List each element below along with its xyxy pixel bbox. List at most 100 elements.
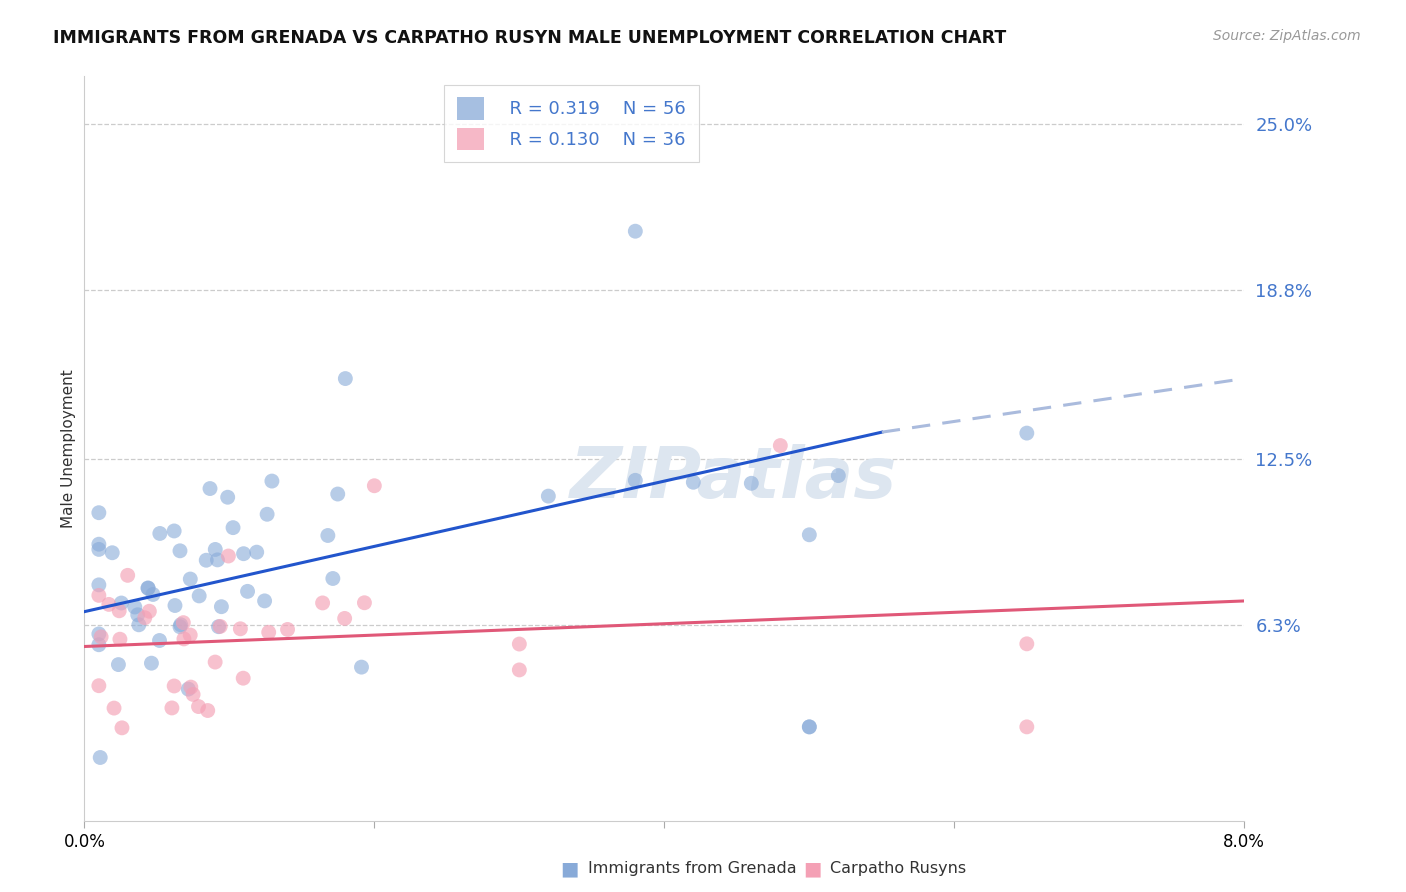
Text: Immigrants from Grenada: Immigrants from Grenada — [588, 862, 796, 876]
Point — [187, 699, 209, 714]
Point — [256, 508, 278, 522]
Point — [169, 620, 191, 634]
Point — [124, 599, 146, 614]
Point — [204, 542, 226, 557]
Point — [209, 619, 232, 633]
Point — [311, 596, 333, 610]
Point — [350, 660, 373, 674]
Point — [108, 604, 131, 618]
Point — [89, 750, 111, 764]
Point — [87, 627, 110, 641]
Point — [260, 474, 283, 488]
Point — [508, 663, 530, 677]
Point — [128, 617, 150, 632]
Point — [1015, 637, 1038, 651]
Point — [160, 701, 183, 715]
Point — [799, 720, 821, 734]
Point — [257, 625, 280, 640]
Point — [537, 489, 560, 503]
Point — [624, 224, 647, 238]
Point — [217, 490, 239, 504]
Point — [322, 572, 344, 586]
Point — [799, 528, 821, 542]
Point — [179, 628, 201, 642]
Point — [769, 438, 792, 452]
Point — [87, 588, 110, 602]
Point — [87, 537, 110, 551]
Point — [353, 596, 375, 610]
Point — [142, 587, 165, 601]
Point — [316, 528, 339, 542]
Point — [173, 632, 195, 646]
Point — [195, 553, 218, 567]
Point — [188, 589, 211, 603]
Point — [138, 604, 160, 618]
Text: Carpatho Rusyns: Carpatho Rusyns — [830, 862, 966, 876]
Point — [740, 476, 762, 491]
Point — [508, 637, 530, 651]
Point — [232, 547, 254, 561]
Point — [1015, 426, 1038, 441]
Point — [87, 679, 110, 693]
Point — [217, 549, 239, 563]
Point — [232, 671, 254, 685]
Text: IMMIGRANTS FROM GRENADA VS CARPATHO RUSYN MALE UNEMPLOYMENT CORRELATION CHART: IMMIGRANTS FROM GRENADA VS CARPATHO RUSY… — [53, 29, 1007, 46]
Text: ZIPatlas: ZIPatlas — [571, 443, 897, 513]
Point — [253, 594, 276, 608]
Point — [97, 598, 120, 612]
Point — [198, 482, 221, 496]
Point — [117, 568, 139, 582]
Text: Source: ZipAtlas.com: Source: ZipAtlas.com — [1213, 29, 1361, 43]
Point — [149, 526, 172, 541]
Point — [87, 542, 110, 557]
Point — [110, 596, 132, 610]
Point — [363, 479, 385, 493]
Point — [229, 622, 252, 636]
Point — [207, 620, 229, 634]
Legend:   R = 0.319    N = 56,   R = 0.130    N = 36: R = 0.319 N = 56, R = 0.130 N = 36 — [444, 85, 699, 162]
Point — [134, 611, 156, 625]
Point — [87, 638, 110, 652]
Point — [163, 524, 186, 538]
Point — [87, 506, 110, 520]
Point — [180, 680, 202, 694]
Point — [136, 581, 159, 595]
Point — [170, 617, 193, 632]
Point — [827, 468, 849, 483]
Point — [141, 656, 163, 670]
Point — [333, 611, 356, 625]
Point — [181, 688, 204, 702]
Point — [204, 655, 226, 669]
Point — [108, 632, 131, 647]
Point — [111, 721, 134, 735]
Point — [624, 473, 647, 487]
Point — [222, 521, 245, 535]
Point — [169, 544, 191, 558]
Y-axis label: Male Unemployment: Male Unemployment — [60, 369, 76, 527]
Text: ■: ■ — [803, 859, 823, 879]
Point — [148, 633, 170, 648]
Point — [101, 546, 124, 560]
Point — [236, 584, 259, 599]
Point — [107, 657, 129, 672]
Point — [136, 581, 159, 595]
Point — [179, 572, 201, 586]
Point — [103, 701, 125, 715]
Point — [209, 599, 232, 614]
Text: ■: ■ — [560, 859, 579, 879]
Point — [177, 682, 200, 697]
Point — [163, 679, 186, 693]
Point — [197, 704, 219, 718]
Point — [1015, 720, 1038, 734]
Point — [246, 545, 269, 559]
Point — [87, 578, 110, 592]
Point — [90, 630, 112, 644]
Point — [172, 615, 194, 630]
Point — [335, 371, 357, 385]
Point — [207, 553, 229, 567]
Point — [682, 475, 704, 490]
Point — [163, 599, 186, 613]
Point — [326, 487, 349, 501]
Point — [799, 720, 821, 734]
Point — [277, 623, 299, 637]
